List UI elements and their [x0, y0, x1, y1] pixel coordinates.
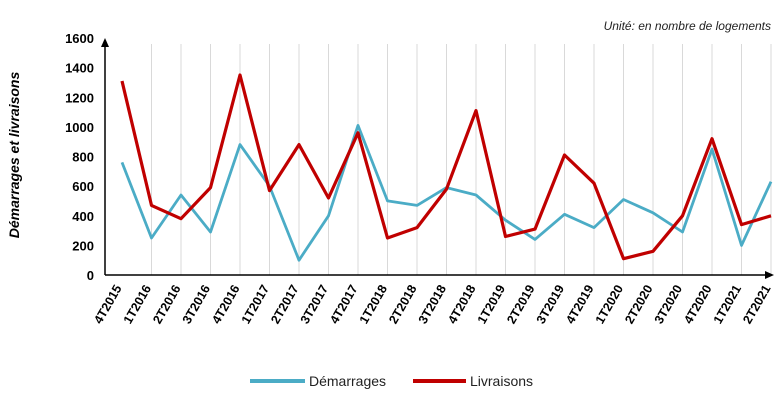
y-tick-label: 1600 [65, 31, 94, 46]
y-tick-label: 400 [72, 209, 94, 224]
y-axis-title: Démarrages et livraisons [6, 72, 22, 239]
x-axis-arrow [765, 271, 774, 279]
x-tick-label: 2T2021 [740, 282, 773, 326]
x-tick-labels: 4T20151T20162T20163T20164T20161T20172T20… [91, 282, 773, 326]
y-tick-label: 0 [87, 268, 94, 283]
legend-label-demarrages: Démarrages [309, 373, 386, 389]
series-line-livraisons [120, 73, 772, 261]
y-axis-arrow [101, 38, 109, 47]
unit-note: Unité: en nombre de logements [604, 19, 771, 33]
y-tick-label: 1400 [65, 61, 94, 76]
y-tick-label: 1200 [65, 90, 94, 105]
y-tick-label: 800 [72, 150, 94, 165]
legend-label-livraisons: Livraisons [470, 373, 533, 389]
y-tick-label: 200 [72, 238, 94, 253]
gridlines [151, 44, 772, 275]
legend: Démarrages Livraisons [250, 373, 533, 389]
y-tick-label: 1000 [65, 120, 94, 135]
series-lines [120, 73, 773, 262]
y-tick-label: 600 [72, 179, 94, 194]
axes [101, 38, 774, 279]
y-tick-labels: 0 200 400 600 800 1000 1200 1400 1600 [65, 31, 94, 283]
